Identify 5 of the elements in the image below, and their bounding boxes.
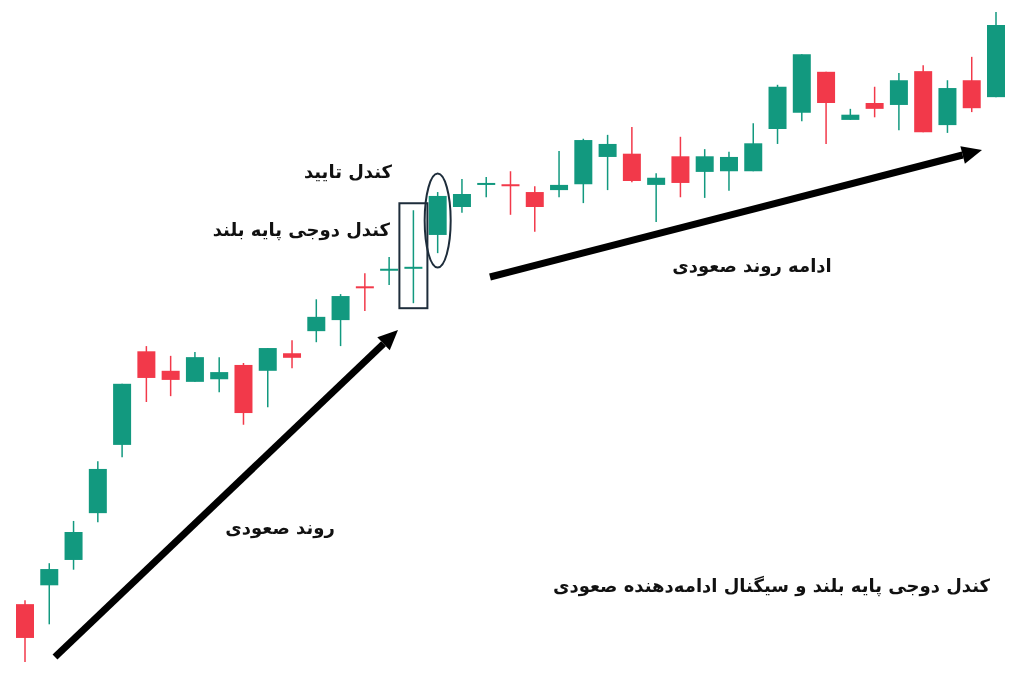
annotation: روند صعودی <box>225 517 335 539</box>
annotation: کندل تایید <box>303 161 393 182</box>
annotation: ادامه روند صعودی <box>672 255 832 277</box>
annotation: کندل دوجی پایه بلند و سیگنال ادامه‌دهنده صعودی <box>552 575 991 597</box>
annotation: کندل دوجی پایه بلند <box>212 219 391 241</box>
